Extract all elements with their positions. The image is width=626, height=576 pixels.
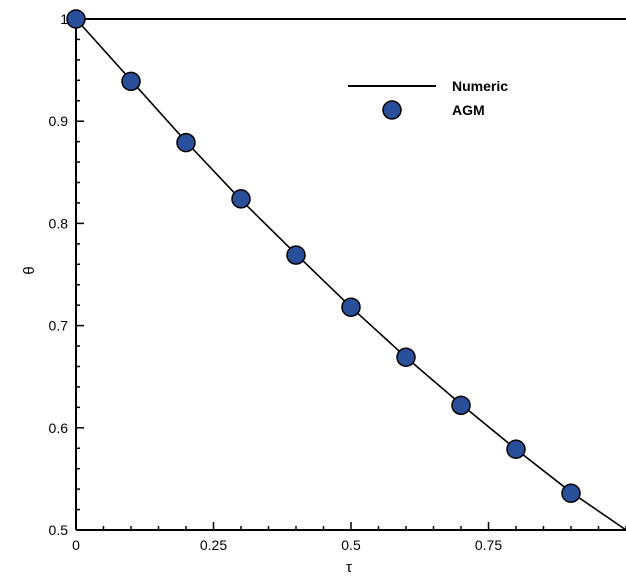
data-point-agm bbox=[66, 9, 86, 29]
axes: 0 0.25 0.5 0.75 0.5 0.6 0.7 0.8 0.9 1 bbox=[49, 11, 626, 553]
x-tick-label: 0 bbox=[72, 537, 80, 553]
data-point-agm bbox=[396, 347, 416, 368]
legend: Numeric AGM bbox=[348, 78, 508, 120]
data-point-agm bbox=[231, 189, 251, 209]
x-tick-label: 0.75 bbox=[475, 537, 502, 553]
x-tick-label: 0.25 bbox=[200, 537, 227, 553]
data-point-agm bbox=[341, 297, 361, 317]
y-tick-label: 0.6 bbox=[49, 420, 69, 436]
y-tick-label: 0.8 bbox=[49, 215, 69, 231]
x-tick-label: 0.5 bbox=[341, 537, 361, 553]
data-point-agm bbox=[176, 132, 196, 153]
legend-label-agm: AGM bbox=[452, 102, 485, 118]
legend-label-numeric: Numeric bbox=[452, 78, 508, 94]
legend-marker-swatch bbox=[382, 100, 402, 120]
y-axis-label: θ bbox=[21, 266, 38, 274]
series-line-numeric bbox=[75, 18, 626, 531]
y-tick-label: 0.5 bbox=[49, 522, 69, 538]
data-point-agm bbox=[286, 245, 306, 265]
data-point-agm bbox=[561, 483, 581, 503]
data-point-agm bbox=[451, 395, 471, 416]
y-tick-label: 1 bbox=[60, 11, 68, 27]
data-point-agm bbox=[121, 71, 141, 92]
data-point-agm bbox=[506, 439, 526, 460]
y-tick-label: 0.7 bbox=[49, 318, 69, 334]
x-axis-label: τ bbox=[346, 559, 352, 576]
series-layer bbox=[66, 9, 626, 531]
y-tick-label: 0.9 bbox=[49, 113, 69, 129]
